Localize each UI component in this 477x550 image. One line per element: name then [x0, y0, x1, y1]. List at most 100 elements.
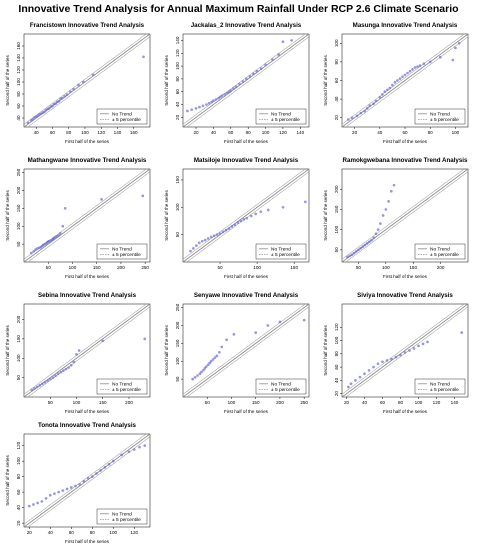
- data-point: [290, 39, 293, 42]
- data-point: [232, 87, 235, 90]
- x-tick-label: 60: [402, 130, 408, 135]
- x-axis-label: First half of the series: [65, 139, 110, 144]
- legend-no-trend-label: No Trend: [430, 247, 450, 253]
- y-tick-label: 20: [175, 114, 180, 120]
- data-point: [223, 92, 227, 96]
- data-point: [227, 227, 231, 230]
- data-point: [401, 75, 404, 79]
- data-point: [354, 250, 358, 253]
- upper-5-percentile-line: [183, 304, 306, 395]
- data-point: [370, 238, 373, 242]
- data-point: [383, 90, 387, 94]
- data-point: [374, 99, 378, 103]
- no-trend-line: [183, 169, 309, 262]
- chart-title: Ramokgwebana Innovative Trend Analysis: [343, 157, 468, 164]
- legend-box: [414, 243, 466, 260]
- data-point: [61, 489, 65, 492]
- data-point: [346, 255, 349, 259]
- legend-no-trend-label: No Trend: [271, 247, 291, 253]
- no-trend-line: [342, 304, 468, 397]
- data-point: [101, 339, 105, 343]
- legend-no-trend-label: No Trend: [112, 382, 132, 388]
- data-point: [271, 58, 274, 62]
- data-point: [281, 40, 285, 44]
- data-point: [200, 239, 204, 243]
- data-point: [230, 225, 234, 228]
- legend: No Trend± 5 percentile: [96, 508, 148, 525]
- data-point: [255, 69, 259, 73]
- data-point: [389, 189, 393, 193]
- y-tick-label: 40: [16, 115, 21, 121]
- data-point: [57, 99, 61, 103]
- legend-percentile-label: ± 5 percentile: [112, 252, 141, 258]
- data-point: [363, 109, 367, 113]
- data-point: [225, 338, 228, 342]
- data-point: [303, 200, 307, 204]
- no-trend-line: [183, 304, 309, 397]
- x-tick-label: 100: [228, 400, 236, 405]
- data-point: [211, 358, 215, 361]
- legend-box: [96, 378, 148, 395]
- data-point: [205, 103, 208, 106]
- data-point: [277, 53, 280, 56]
- legend-box: [96, 243, 148, 260]
- data-point: [59, 370, 63, 374]
- data-point: [132, 448, 136, 451]
- data-point: [245, 77, 248, 81]
- lower-5-percentile-line: [345, 171, 468, 262]
- data-point: [77, 83, 80, 87]
- y-tick-label: 140: [16, 54, 21, 62]
- y-tick-label: 60: [16, 489, 21, 495]
- data-point: [238, 82, 241, 86]
- y-tick-label: 50: [175, 232, 180, 238]
- y-tick-label: 80: [334, 59, 339, 65]
- trend-lines: [342, 34, 468, 127]
- x-tick-label: 20: [352, 130, 358, 135]
- data-point: [416, 65, 419, 68]
- x-tick-label: 100: [415, 400, 423, 405]
- data-point: [422, 62, 426, 66]
- data-point: [209, 359, 213, 363]
- legend-percentile-label: ± 5 percentile: [271, 387, 300, 393]
- x-tick-label: 60: [380, 400, 386, 405]
- y-tick-label: 200: [16, 315, 21, 323]
- data-point: [357, 248, 360, 252]
- trend-lines: [183, 304, 309, 397]
- y-axis-label: Second half of the series: [164, 190, 169, 241]
- y-tick-label: 80: [334, 351, 339, 357]
- data-point: [224, 228, 228, 232]
- data-point: [43, 380, 47, 384]
- x-axis-label: First half of the series: [383, 274, 428, 279]
- data-point: [78, 483, 81, 486]
- data-point: [203, 367, 207, 370]
- data-point: [217, 350, 221, 354]
- y-tick-label: 250: [16, 168, 21, 176]
- data-point: [363, 372, 366, 376]
- x-tick-label: 150: [290, 265, 298, 270]
- data-point: [372, 365, 375, 369]
- data-points: [189, 200, 307, 253]
- y-tick-label: 50: [175, 376, 180, 382]
- y-tick-label: 80: [16, 474, 21, 480]
- x-axis-label: First half of the series: [65, 409, 110, 414]
- data-point: [69, 486, 73, 489]
- y-tick-label: 40: [334, 96, 339, 102]
- data-point: [254, 331, 258, 334]
- x-tick-label: 100: [452, 130, 460, 135]
- data-point: [77, 349, 81, 352]
- data-point: [141, 194, 145, 198]
- data-point: [376, 362, 380, 366]
- x-tick-label: 60: [50, 130, 56, 135]
- data-point: [56, 372, 60, 376]
- x-tick-label: 150: [409, 265, 417, 270]
- data-point: [54, 102, 58, 105]
- data-point: [68, 90, 72, 93]
- data-point: [388, 86, 392, 90]
- y-tick-label: 60: [175, 89, 180, 95]
- data-point: [438, 55, 442, 59]
- x-tick-label: 100: [253, 265, 261, 270]
- legend-no-trend-label: No Trend: [112, 112, 132, 118]
- data-point: [29, 251, 33, 255]
- data-point: [363, 243, 367, 247]
- data-point: [359, 246, 362, 250]
